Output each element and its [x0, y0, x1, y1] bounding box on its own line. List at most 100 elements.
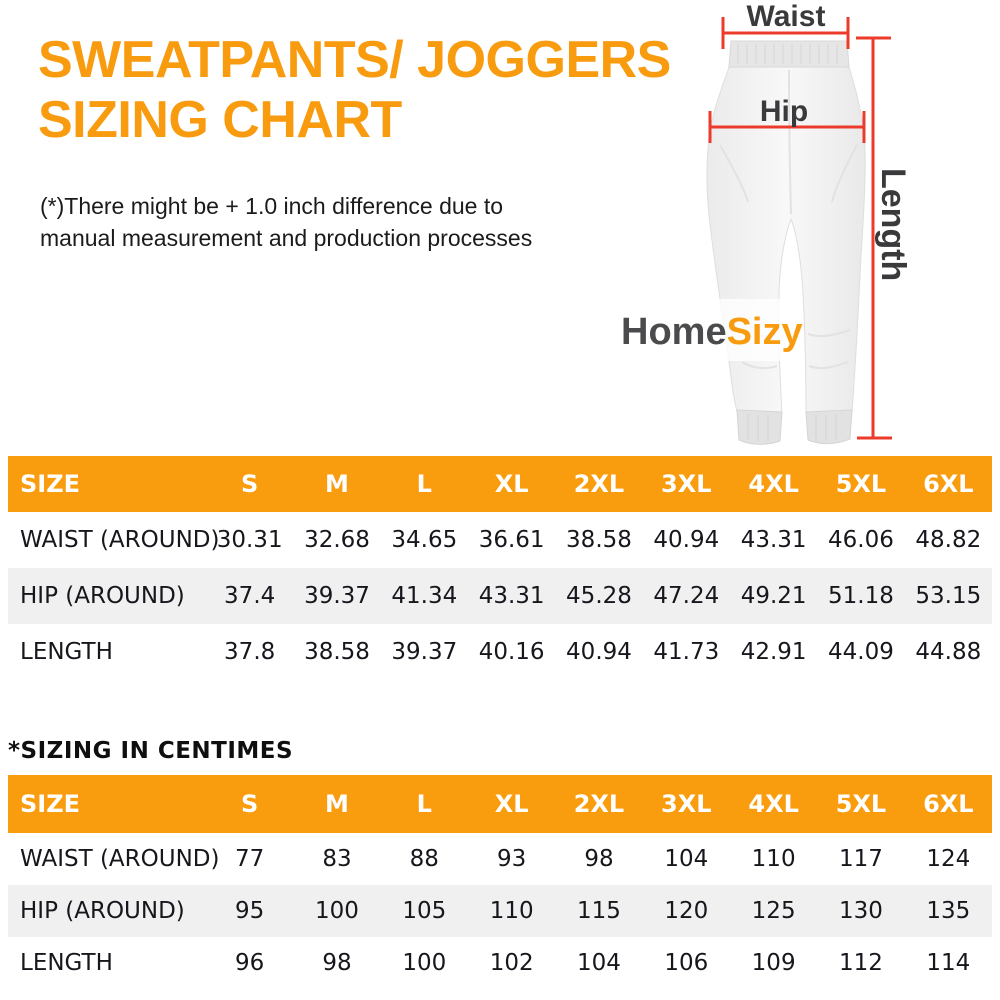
measurement-value: 44.09 — [828, 639, 894, 665]
col-header-6xl: 6XL — [904, 456, 992, 512]
measurement-value: 93 — [497, 846, 527, 872]
col-header-s: S — [206, 775, 294, 833]
measurement-value: 125 — [751, 898, 796, 924]
measurement-value: 117 — [839, 846, 883, 872]
measurement-value: 43.31 — [478, 583, 545, 609]
measurement-value: 112 — [839, 950, 883, 976]
col-header-size: SIZE — [8, 456, 206, 512]
measurement-value: 38.58 — [566, 527, 632, 553]
length-label: Length — [874, 168, 912, 281]
col-header-l: L — [380, 456, 468, 512]
measurement-value: 45.28 — [566, 583, 632, 609]
measurement-value: 104 — [577, 950, 621, 976]
waist-label: Waist — [747, 0, 826, 33]
col-header-3xl: 3XL — [642, 456, 730, 512]
measurement-value: 47.24 — [653, 583, 720, 609]
measurement-label: HIP (AROUND) — [20, 583, 185, 609]
col-header-4xl: 4XL — [729, 775, 818, 833]
col-header-size: SIZE — [8, 775, 206, 833]
measurement-value: 88 — [409, 846, 439, 872]
measurement-value: 106 — [664, 950, 709, 976]
col-header-s: S — [206, 456, 294, 512]
page-title: SWEATPANTS/ JOGGERS SIZING CHART — [38, 30, 678, 150]
hip-label: Hip — [760, 95, 808, 128]
brand-watermark-home: Home — [621, 311, 727, 353]
cuff-ribs — [747, 414, 837, 441]
col-header-5xl: 5XL — [817, 775, 905, 833]
page-title-line2: SIZING CHART — [38, 91, 402, 149]
measurement-row: WAIST (AROUND) 77 83 88 93 98 104 110 117 124 — [8, 833, 992, 885]
col-header-xl: XL — [467, 775, 556, 833]
measurement-value: 135 — [926, 898, 971, 924]
pants-measurement-diagram: Waist Hip Length HomeSizy — [606, 0, 912, 445]
measurement-value: 30.31 — [216, 527, 283, 553]
measurement-value: 49.21 — [740, 583, 807, 609]
measurement-value: 37.8 — [224, 639, 276, 665]
measurement-value: 53.15 — [915, 583, 982, 609]
brand-watermark-sizy: Sizy — [727, 311, 803, 353]
measurement-value: 98 — [584, 846, 614, 872]
col-header-l: L — [380, 775, 468, 833]
measurement-value: 104 — [664, 846, 709, 872]
col-header-m: M — [293, 456, 381, 512]
measurement-value: 40.94 — [653, 527, 720, 553]
measurement-row: LENGTH 96 98 100 102 104 106 109 112 114 — [8, 937, 992, 989]
measurement-note-line1: (*)There might be + 1.0 inch difference … — [40, 193, 504, 219]
col-header-6xl: 6XL — [904, 775, 992, 833]
col-header-2xl: 2XL — [555, 456, 643, 512]
measurement-value: 37.4 — [224, 583, 276, 609]
col-header-3xl: 3XL — [642, 775, 730, 833]
page-title-line1: SWEATPANTS/ JOGGERS — [38, 31, 671, 89]
measurement-value: 110 — [489, 898, 534, 924]
measurement-label: LENGTH — [20, 639, 113, 665]
measurement-value: 46.06 — [828, 527, 894, 553]
watermark-band — [606, 299, 802, 361]
measurement-value: 130 — [839, 898, 883, 924]
measurement-value: 44.88 — [915, 639, 982, 665]
measurement-value: 115 — [577, 898, 621, 924]
waistband-ribs — [737, 44, 838, 64]
length-measure-line — [856, 36, 892, 440]
measurement-value: 102 — [489, 950, 534, 976]
size-header-row: SIZE S M L XL 2XL 3XL 4XL 5XL 6XL — [8, 775, 992, 833]
measurement-value: 40.94 — [566, 639, 632, 665]
measurement-label: HIP (AROUND) — [20, 898, 185, 924]
measurement-value: 36.61 — [478, 527, 545, 553]
measurement-value: 109 — [751, 950, 796, 976]
measurement-value: 105 — [402, 898, 447, 924]
col-header-2xl: 2XL — [555, 775, 643, 833]
measurement-label: WAIST (AROUND) — [20, 527, 220, 553]
size-header-row: SIZE S M L XL 2XL 3XL 4XL 5XL 6XL — [8, 456, 992, 512]
size-table-inches: SIZE S M L XL 2XL 3XL 4XL 5XL 6XL WAIST (AROUND) 30… — [8, 456, 992, 680]
measurement-row: HIP (AROUND) 95 100 105 110 115 120 125 130 135 — [8, 885, 992, 937]
pants-right-cuff — [805, 409, 853, 445]
measurement-value: 32.68 — [304, 527, 370, 553]
cm-section-heading: *SIZING IN CENTIMES — [8, 738, 294, 764]
measurement-value: 98 — [322, 950, 352, 976]
measurement-value: 41.34 — [391, 583, 458, 609]
measurement-row: HIP (AROUND) 37.4 39.37 41.34 43.31 45.28 47.2… — [8, 568, 992, 624]
measurement-value: 39.37 — [304, 583, 370, 609]
hip-measure-line — [708, 111, 866, 143]
col-header-4xl: 4XL — [729, 456, 818, 512]
measurement-row: WAIST (AROUND) 30.31 32.68 34.65 36.61 38.58 4… — [8, 512, 992, 568]
measurement-value: 43.31 — [740, 527, 807, 553]
measurement-value: 120 — [664, 898, 709, 924]
measurement-label: WAIST (AROUND) — [20, 846, 220, 872]
pants-left-cuff — [736, 409, 783, 445]
measurement-row: LENGTH 37.8 38.58 39.37 40.16 40.94 41.73 42.91… — [8, 624, 992, 680]
measurement-value: 41.73 — [653, 639, 720, 665]
measurement-value: 100 — [315, 898, 359, 924]
measurement-value: 124 — [926, 846, 971, 872]
measurement-value: 83 — [322, 846, 352, 872]
col-header-xl: XL — [467, 456, 556, 512]
brand-watermark: HomeSizy — [621, 311, 803, 353]
measurement-value: 38.58 — [304, 639, 370, 665]
col-header-5xl: 5XL — [817, 456, 905, 512]
measurement-value: 51.18 — [828, 583, 894, 609]
measurement-value: 114 — [926, 950, 971, 976]
measurement-value: 77 — [235, 846, 265, 872]
measurement-note-line2: manual measurement and production proces… — [40, 225, 533, 251]
measurement-value: 95 — [235, 898, 265, 924]
